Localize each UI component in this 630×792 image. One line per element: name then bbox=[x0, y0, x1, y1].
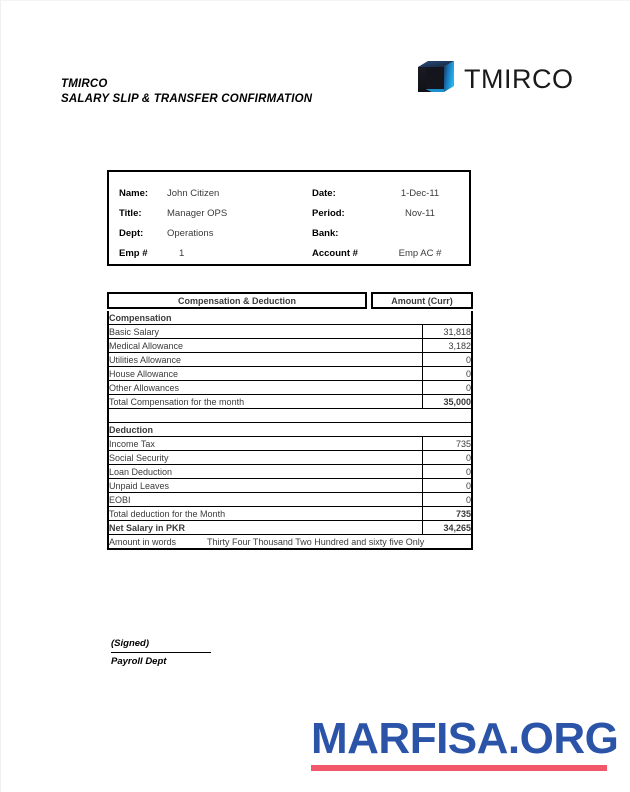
detail-row: Name: John Citizen Date: 1-Dec-11 bbox=[109, 184, 469, 203]
table-row: Other Allowances 0 bbox=[107, 380, 474, 395]
net-salary-amount: 34,265 bbox=[421, 520, 474, 535]
detail-row: Dept: Operations Bank: bbox=[109, 224, 469, 243]
table-row: Social Security 0 bbox=[107, 450, 474, 465]
section-spacer-row bbox=[106, 408, 474, 423]
line-item-label: Social Security bbox=[107, 450, 422, 465]
dept-label: Dept: bbox=[119, 228, 144, 239]
line-item-amount: 0 bbox=[421, 450, 474, 465]
column-header-description: Compensation & Deduction bbox=[107, 292, 367, 309]
compensation-heading: Compensation bbox=[106, 311, 474, 325]
tmirco-logo-icon bbox=[418, 61, 454, 92]
line-item-amount: 3,182 bbox=[421, 338, 474, 353]
title-block: TMIRCO SALARY SLIP & TRANSFER CONFIRMATI… bbox=[61, 77, 312, 107]
line-item-label: Utilities Allowance bbox=[107, 352, 422, 367]
line-item-label: Medical Allowance bbox=[107, 338, 422, 353]
compensation-total-amount: 35,000 bbox=[421, 394, 474, 409]
name-label: Name: bbox=[119, 188, 149, 199]
line-item-amount: 0 bbox=[421, 478, 474, 493]
line-item-amount: 0 bbox=[421, 464, 474, 479]
deduction-total-label: Total deduction for the Month bbox=[107, 506, 422, 521]
amount-in-words-row: Amount in words Thirty Four Thousand Two … bbox=[106, 534, 474, 550]
brand-wordmark: TMIRCO bbox=[464, 63, 574, 94]
deduction-heading: Deduction bbox=[106, 422, 474, 437]
line-item-amount: 31,818 bbox=[421, 324, 474, 339]
watermark-text: MARFISA.ORG bbox=[311, 714, 619, 763]
document-header: TMIRCO SALARY SLIP & TRANSFER CONFIRMATI… bbox=[1, 1, 630, 131]
period-value: Nov-11 bbox=[405, 208, 435, 219]
table-row: Utilities Allowance 0 bbox=[107, 352, 474, 367]
salary-table: Compensation & Deduction Amount (Curr) C… bbox=[106, 292, 474, 550]
footer-watermark: MARFISA.ORG bbox=[311, 714, 619, 771]
line-item-amount: 0 bbox=[421, 352, 474, 367]
table-row: Income Tax 735 bbox=[107, 436, 474, 451]
table-row: Medical Allowance 3,182 bbox=[107, 338, 474, 353]
amount-in-words-label: Amount in words bbox=[109, 536, 177, 547]
line-item-label: Income Tax bbox=[107, 436, 422, 451]
compensation-total-label: Total Compensation for the month bbox=[107, 394, 422, 409]
line-item-label: House Allowance bbox=[107, 366, 422, 381]
section-heading-row: Compensation bbox=[106, 311, 474, 325]
table-row: Loan Deduction 0 bbox=[107, 464, 474, 479]
deduction-total-amount: 735 bbox=[421, 506, 474, 521]
amount-in-words-cell: Amount in words Thirty Four Thousand Two … bbox=[106, 534, 474, 550]
line-item-label: Other Allowances bbox=[107, 380, 422, 395]
table-row: House Allowance 0 bbox=[107, 366, 474, 381]
line-item-label: Loan Deduction bbox=[107, 464, 422, 479]
emp-number-label: Emp # bbox=[119, 248, 148, 259]
title-label: Title: bbox=[119, 208, 142, 219]
detail-row: Emp # 1 Account # Emp AC # bbox=[109, 244, 469, 263]
account-number-label: Account # bbox=[312, 248, 358, 259]
line-item-label: EOBI bbox=[107, 492, 422, 507]
date-value: 1-Dec-11 bbox=[400, 188, 440, 199]
net-salary-row: Net Salary in PKR 34,265 bbox=[107, 520, 474, 535]
company-name: TMIRCO bbox=[61, 78, 108, 90]
page-title: SALARY SLIP & TRANSFER CONFIRMATION bbox=[61, 93, 313, 105]
column-header-amount: Amount (Curr) bbox=[371, 292, 473, 309]
watermark-underline-bar bbox=[311, 765, 607, 771]
employee-details-box: Name: John Citizen Date: 1-Dec-11 Title:… bbox=[107, 170, 471, 266]
account-number-value: Emp AC # bbox=[398, 248, 442, 259]
signature-block: (Signed) Payroll Dept bbox=[111, 637, 211, 669]
section-spacer bbox=[106, 408, 474, 423]
period-label: Period: bbox=[312, 208, 345, 219]
table-header-row: Compensation & Deduction Amount (Curr) bbox=[107, 292, 473, 309]
line-item-label: Unpaid Leaves bbox=[107, 478, 422, 493]
dept-value: Operations bbox=[167, 228, 214, 239]
line-item-amount: 0 bbox=[421, 366, 474, 381]
detail-row: Title: Manager OPS Period: Nov-11 bbox=[109, 204, 469, 223]
net-salary-label: Net Salary in PKR bbox=[107, 520, 422, 535]
date-label: Date: bbox=[312, 188, 336, 199]
section-heading-row: Deduction bbox=[106, 422, 474, 437]
title-value: Manager OPS bbox=[167, 208, 228, 219]
table-row: Unpaid Leaves 0 bbox=[107, 478, 474, 493]
line-item-amount: 735 bbox=[421, 436, 474, 451]
table-row: EOBI 0 bbox=[107, 492, 474, 507]
line-item-amount: 0 bbox=[421, 492, 474, 507]
deduction-total-row: Total deduction for the Month 735 bbox=[107, 506, 474, 521]
compensation-total-row: Total Compensation for the month 35,000 bbox=[107, 394, 474, 409]
line-item-label: Basic Salary bbox=[107, 324, 422, 339]
emp-number-value: 1 bbox=[179, 248, 185, 259]
name-value: John Citizen bbox=[167, 188, 220, 199]
bank-label: Bank: bbox=[312, 228, 339, 239]
amount-in-words-value: Thirty Four Thousand Two Hundred and six… bbox=[207, 536, 425, 547]
table-row: Basic Salary 31,818 bbox=[107, 324, 474, 339]
brand-lockup: TMIRCO bbox=[415, 57, 573, 101]
signature-department: Payroll Dept bbox=[111, 656, 167, 667]
signed-text: (Signed) bbox=[111, 637, 211, 653]
line-item-amount: 0 bbox=[421, 380, 474, 395]
